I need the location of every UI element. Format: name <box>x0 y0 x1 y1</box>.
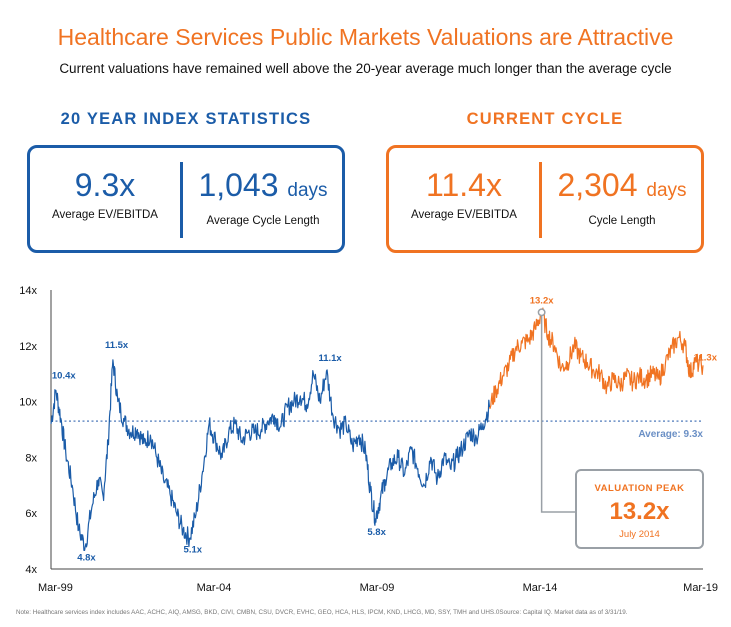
data-label: 13.2x <box>530 295 554 306</box>
x-tick-label: Mar-09 <box>360 582 395 594</box>
y-tick-label: 10x <box>19 397 37 409</box>
current-cycle-card: 11.4x Average EV/EBITDA 2,304 days Cycle… <box>386 145 704 253</box>
index-cycle-stat: 1,043 days Average Cycle Length <box>183 166 343 227</box>
index-ev-label: Average EV/EBITDA <box>52 209 158 221</box>
y-tick-label: 6x <box>25 508 37 520</box>
data-label: 4.8x <box>77 553 96 564</box>
current-cycle-heading: CURRENT CYCLE <box>466 110 624 128</box>
y-tick-label: 12x <box>19 341 37 353</box>
y-tick-label: 14x <box>19 285 37 297</box>
peak-title: VALUATION PEAK <box>594 483 685 494</box>
index-stats-heading: 20 YEAR INDEX STATISTICS <box>60 110 312 128</box>
average-label: Average: 9.3x <box>638 429 703 440</box>
current-cycle-unit: days <box>646 180 687 201</box>
index-cycle-label: Average Cycle Length <box>206 215 320 227</box>
current-cycle-label: Cycle Length <box>588 215 656 227</box>
x-tick-label: Mar-04 <box>197 582 232 594</box>
index-cycle-value: 1,043 <box>198 167 279 203</box>
x-tick-label: Mar-19 <box>683 582 718 594</box>
series-line-0 <box>50 359 491 552</box>
x-tick-label: Mar-99 <box>38 582 73 594</box>
peak-marker <box>537 308 546 317</box>
data-label: 11.5x <box>105 340 129 351</box>
x-tick-label: Mar-14 <box>523 582 558 594</box>
current-cycle-stat: 2,304 days Cycle Length <box>542 166 702 227</box>
data-label: 10.4x <box>52 370 76 381</box>
index-stats-card: 9.3x Average EV/EBITDA 1,043 days Averag… <box>27 145 345 253</box>
series-line-1 <box>488 307 704 409</box>
index-ev-value: 9.3x <box>74 167 136 203</box>
data-label: 5.8x <box>367 527 386 538</box>
data-label: 11.3x <box>694 352 718 363</box>
data-label: 5.1x <box>184 544 203 555</box>
peak-date: July 2014 <box>619 529 660 540</box>
peak-connector-line <box>540 312 575 513</box>
data-label: 11.1x <box>318 353 342 364</box>
current-cycle-value: 2,304 <box>557 167 638 203</box>
index-ev-stat: 9.3x Average EV/EBITDA <box>30 166 180 221</box>
page-title: Healthcare Services Public Markets Valua… <box>57 24 674 50</box>
card-divider <box>180 162 183 238</box>
valuation-peak-callout: VALUATION PEAK 13.2x July 2014 <box>575 469 704 549</box>
page-subtitle: Current valuations have remained well ab… <box>59 61 672 76</box>
y-tick-label: 8x <box>25 452 37 464</box>
card-divider <box>539 162 542 238</box>
peak-value: 13.2x <box>609 498 670 525</box>
footnote: Note: Healthcare services index includes… <box>16 609 628 616</box>
current-ev-label: Average EV/EBITDA <box>411 209 517 221</box>
y-tick-label: 4x <box>25 564 37 576</box>
current-ev-value: 11.4x <box>426 167 502 203</box>
index-cycle-unit: days <box>287 180 328 201</box>
current-ev-stat: 11.4x Average EV/EBITDA <box>389 166 539 221</box>
